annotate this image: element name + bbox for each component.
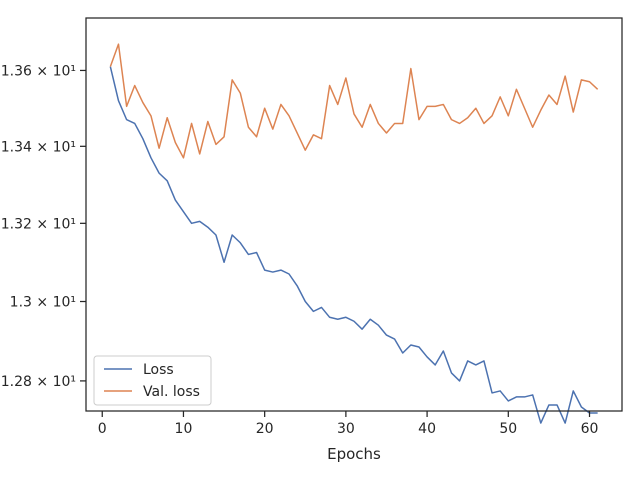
x-tick-label: 40 — [418, 421, 436, 437]
series-line-val-loss — [109, 43, 599, 159]
plot-frame — [85, 17, 623, 412]
legend: Loss Val. loss — [93, 355, 212, 406]
series-line-loss — [109, 66, 598, 424]
y-tick-label: 1.3 × 10¹ — [10, 295, 76, 311]
legend-label-val-loss: Val. loss — [143, 384, 200, 400]
x-tick-label: 10 — [175, 421, 193, 437]
y-axis: 1.28 × 10¹ 1.3 × 10¹ 1.32 × 10¹ 1.34 × 10¹ 1… — [1, 63, 86, 390]
x-tick-label: 20 — [256, 421, 274, 437]
x-tick-label: 30 — [337, 421, 355, 437]
series-layer — [109, 43, 599, 424]
x-tick-label: 50 — [499, 421, 517, 437]
x-axis: 0 10 20 30 40 50 60 — [98, 411, 599, 437]
x-axis-label: Epochs — [327, 445, 381, 463]
y-tick-label: 1.34 × 10¹ — [1, 139, 76, 155]
y-tick-label: 1.28 × 10¹ — [1, 374, 76, 390]
y-tick-label: 1.36 × 10¹ — [1, 63, 76, 79]
x-tick-label: 0 — [98, 421, 107, 437]
y-tick-label: 1.32 × 10¹ — [1, 216, 76, 232]
legend-label-loss: Loss — [143, 362, 174, 378]
x-tick-label: 60 — [581, 421, 599, 437]
